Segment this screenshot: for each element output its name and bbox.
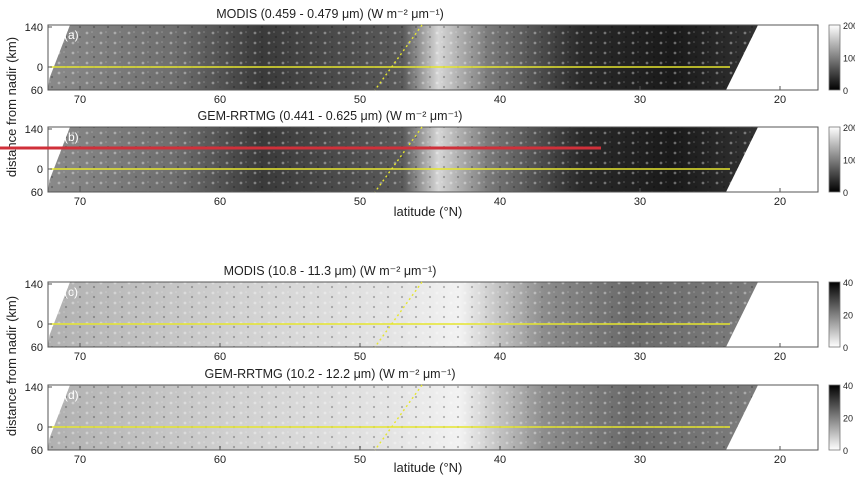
y-tick-label: 60 [31,85,43,97]
x-axis-label: latitude (°N) [394,460,463,475]
panels-group: MODIS (0.459 - 0.479 μm) (W m⁻² μm⁻¹) (a)… [25,7,855,475]
colorbar-tick-label: 1000 [843,54,855,64]
x-tick-label: 70 [74,454,86,466]
colorbar-tick-label: 20 [843,414,853,424]
y-tick-label: 60 [31,187,43,199]
x-tick-label: 60 [214,454,226,466]
x-tick-label: 20 [774,454,786,466]
x-tick-label: 40 [494,454,506,466]
colorbar-tick-label: 0 [843,343,848,353]
y-tick-label: 0 [37,319,43,331]
panel-title: MODIS (0.459 - 0.479 μm) (W m⁻² μm⁻¹) [216,7,444,21]
plot-frame [47,126,819,193]
x-tick-label: 50 [354,196,366,208]
y-tick-label: 0 [37,422,43,434]
panel-title: GEM-RRTMG (0.441 - 0.625 μm) (W m⁻² μm⁻¹… [198,109,463,123]
y-axis-label-bottom: distance from nadir (km) [4,296,19,436]
colorbar [828,24,841,91]
colorbar [828,126,841,193]
colorbar-tick-label: 0 [843,188,848,198]
x-tick-label: 30 [634,454,646,466]
x-tick-label: 30 [634,196,646,208]
plot-frame [47,384,819,451]
x-tick-label: 70 [74,351,86,363]
dotted-track-line [374,126,423,193]
x-tick-label: 50 [354,351,366,363]
x-tick-label: 30 [634,94,646,106]
x-tick-label: 30 [634,351,646,363]
panel-c: MODIS (10.8 - 11.3 μm) (W m⁻² μm⁻¹) (c) 14… [25,264,853,363]
x-tick-label: 60 [214,351,226,363]
y-tick-label: 60 [31,445,43,457]
panel-label: (a) [64,28,79,42]
dotted-track-line [374,24,423,91]
colorbar [828,281,841,348]
colorbar-tick-label: 2000 [843,21,855,31]
x-tick-label: 60 [214,94,226,106]
swath-texture [48,127,758,192]
x-tick-label: 20 [774,94,786,106]
colorbar [828,384,841,451]
panel-label: (b) [64,130,79,144]
colorbar-tick-label: 40 [843,381,853,391]
x-tick-label: 70 [74,94,86,106]
y-tick-label: 0 [37,164,43,176]
colorbar-tick-label: 1000 [843,156,855,166]
plot-frame [47,24,819,91]
y-tick-label: 140 [25,22,43,34]
panel-a: MODIS (0.459 - 0.479 μm) (W m⁻² μm⁻¹) (a)… [25,7,855,106]
panel-label: (c) [64,285,78,299]
x-tick-label: 20 [774,196,786,208]
dotted-track-line [374,384,423,451]
panel-b: GEM-RRTMG (0.441 - 0.625 μm) (W m⁻² μm⁻¹… [25,109,855,219]
x-tick-label: 40 [494,94,506,106]
y-tick-label: 140 [25,124,43,136]
panel-label: (d) [64,388,79,402]
swath-texture [48,282,758,347]
x-tick-label: 20 [774,351,786,363]
y-tick-label: 140 [25,279,43,291]
x-tick-label: 50 [354,94,366,106]
y-tick-label: 60 [31,342,43,354]
y-tick-label: 0 [37,62,43,74]
plot-frame [47,281,819,348]
colorbar-tick-label: 0 [843,86,848,96]
x-axis-label: latitude (°N) [394,204,463,219]
colorbar-tick-label: 20 [843,311,853,321]
panel-title: MODIS (10.8 - 11.3 μm) (W m⁻² μm⁻¹) [224,264,437,278]
colorbar-tick-label: 2000 [843,123,855,133]
x-tick-label: 40 [494,351,506,363]
y-tick-label: 140 [25,382,43,394]
dotted-track-line [374,281,423,348]
x-tick-label: 60 [214,196,226,208]
panel-d: GEM-RRTMG (10.2 - 12.2 μm) (W m⁻² μm⁻¹) (… [25,367,853,475]
colorbar-tick-label: 40 [843,278,853,288]
x-tick-label: 50 [354,454,366,466]
swath-texture [48,25,758,90]
colorbar-tick-label: 0 [843,446,848,456]
x-tick-label: 70 [74,196,86,208]
x-tick-label: 40 [494,196,506,208]
swath-texture [48,385,758,450]
y-axis-label-top: distance from nadir (km) [4,37,19,177]
panel-title: GEM-RRTMG (10.2 - 12.2 μm) (W m⁻² μm⁻¹) [205,367,456,381]
